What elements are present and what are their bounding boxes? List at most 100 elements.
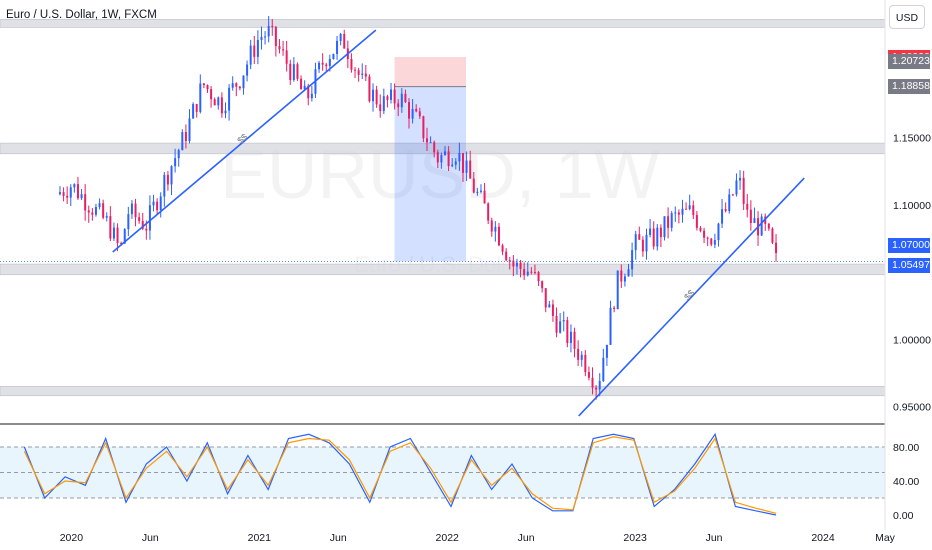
stochastic-pane[interactable] (0, 432, 885, 516)
candle-46 (224, 102, 227, 119)
candle-3 (69, 184, 72, 207)
sr-zone-2 (0, 263, 886, 276)
candle-body (285, 50, 288, 64)
candle-body (58, 192, 61, 195)
candle-10 (94, 203, 97, 217)
candle-9 (91, 208, 94, 221)
candle-body (382, 96, 385, 112)
candle-body (199, 83, 202, 112)
candle-body (562, 320, 565, 322)
candle-185 (724, 202, 727, 213)
candle-41 (206, 84, 209, 93)
candle-body (595, 387, 598, 390)
candle-body (379, 104, 382, 112)
candle-body (318, 62, 321, 70)
candle-body (688, 205, 691, 210)
candle-121 (494, 221, 497, 242)
candle-body (638, 234, 641, 240)
candle-body (631, 250, 634, 270)
candle-body (551, 304, 554, 316)
candle-body (181, 132, 184, 151)
candle-99 (415, 104, 418, 113)
candle-body (472, 178, 475, 193)
candle-171 (674, 206, 677, 222)
time-tick-5: Jun (518, 532, 535, 544)
candle-104 (433, 140, 436, 158)
currency-button[interactable]: USD (889, 5, 925, 29)
candle-body (670, 213, 673, 228)
candle-body (591, 377, 594, 388)
candle-118 (483, 182, 486, 204)
candle-body (541, 281, 544, 289)
candle-152 (605, 344, 608, 366)
candle-body (569, 331, 572, 344)
candle-body (130, 203, 133, 215)
candle-172 (677, 209, 680, 224)
candle-body (519, 262, 522, 269)
price-pane[interactable]: EURUSD, 1WEuro / U.S. Dollar$$$$ (0, 16, 886, 417)
sr-zone-3 (0, 386, 886, 397)
candle-body (526, 271, 529, 276)
candle-body (156, 201, 159, 211)
candle-body (652, 228, 655, 247)
price-tick-2: 1.00000 (893, 334, 931, 346)
candle-body (584, 354, 587, 373)
candle-body (674, 212, 677, 214)
candle-78 (339, 32, 342, 46)
candle-13 (105, 212, 108, 222)
candle-188 (735, 173, 738, 197)
candle-196 (764, 213, 767, 232)
candle-body (609, 307, 612, 345)
candle-body (580, 354, 583, 360)
candle-body (386, 96, 389, 100)
candle-11 (98, 198, 101, 210)
candle-73 (321, 53, 324, 71)
candle-body (404, 93, 407, 103)
candle-76 (332, 53, 335, 60)
time-tick-4: 2022 (436, 532, 460, 544)
candle-169 (667, 207, 670, 239)
candle-122 (497, 223, 500, 247)
candle-body (123, 229, 126, 244)
time-tick-6: 2023 (623, 532, 647, 544)
candle-100 (418, 107, 421, 119)
stoch-tick-2: 0.00 (893, 510, 914, 522)
candle-body (350, 59, 353, 70)
candle-body (109, 216, 112, 239)
candle-body (300, 78, 303, 90)
candle-164 (649, 218, 652, 238)
candle-body (292, 64, 295, 80)
candle-body (555, 315, 558, 333)
candle-body (548, 304, 551, 308)
candle-36 (188, 109, 191, 144)
candle-108 (447, 146, 450, 172)
time-tick-1: Jun (142, 532, 159, 544)
candle-88 (375, 85, 378, 108)
candle-145 (580, 351, 583, 367)
candle-21 (134, 198, 137, 227)
candle-body (667, 216, 670, 228)
candle-14 (109, 206, 112, 242)
stoch-tick-0: 80.00 (893, 442, 919, 454)
candle-body (116, 227, 119, 244)
candle-body (177, 150, 180, 159)
candle-body (253, 45, 256, 57)
candle-44 (217, 96, 220, 110)
candle-120 (490, 217, 493, 237)
candle-191 (746, 194, 749, 218)
candle-70 (310, 85, 313, 102)
price-tag-3: 1.07000 (888, 238, 930, 254)
candle-126 (512, 255, 515, 277)
candle-182 (713, 233, 716, 249)
candle-body (267, 25, 270, 37)
candle-body (260, 36, 263, 40)
candle-body (66, 195, 69, 198)
candle-body (703, 230, 706, 238)
candle-53 (249, 39, 252, 70)
candle-192 (749, 200, 752, 231)
candle-174 (685, 202, 688, 210)
candle-133 (537, 271, 540, 287)
candle-body (443, 151, 446, 155)
candle-125 (508, 256, 511, 270)
